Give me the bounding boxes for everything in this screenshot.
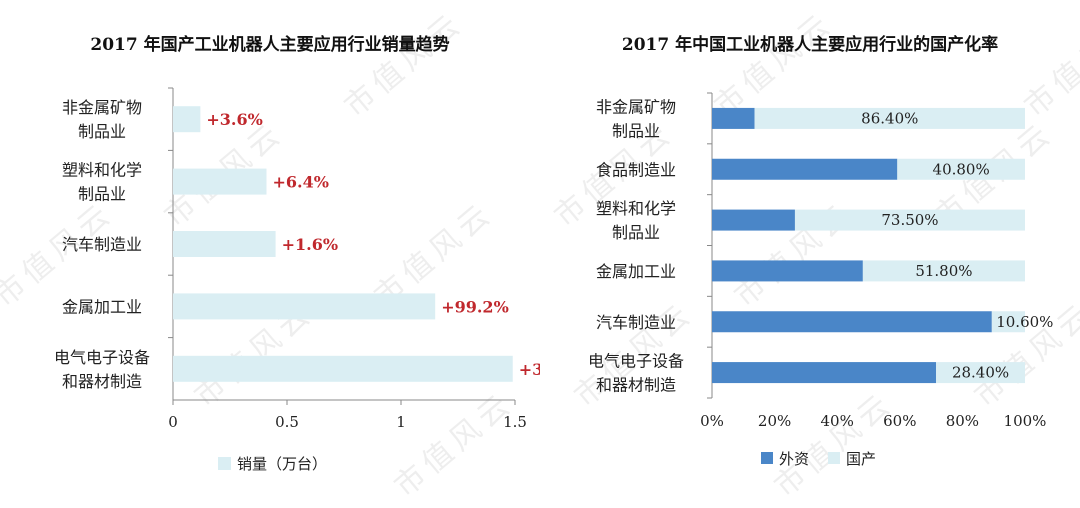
category-label: 电气电子设备 — [588, 352, 684, 371]
x-tick-label: 20% — [758, 412, 791, 430]
data-label: 28.40% — [952, 364, 1009, 382]
category-label: 制品业 — [612, 121, 660, 140]
chart-title: 2017 年中国工业机器人主要应用行业的国产化率 — [621, 35, 999, 55]
x-tick-label: 80% — [946, 412, 979, 430]
bar-domestic — [897, 158, 1025, 180]
growth-label: +6.4% — [272, 173, 328, 192]
data-label: 51.80% — [915, 262, 972, 280]
bar-domestic — [754, 107, 1025, 129]
category-label: 金属加工业 — [62, 297, 142, 316]
category-label: 食品制造业 — [596, 160, 676, 179]
bar — [173, 168, 267, 195]
bar-domestic — [936, 362, 1025, 384]
x-tick-label: 100% — [1004, 412, 1047, 430]
localization-rate-chart: 2017 年中国工业机器人主要应用行业的国产化率 0% 20% 40% 60% 80% 1… — [540, 0, 1080, 508]
x-tick-label: 0.5 — [275, 413, 299, 431]
category-label: 和器材制造 — [596, 376, 676, 395]
category-label: 制品业 — [612, 223, 660, 242]
legend-swatch-domestic — [828, 452, 840, 464]
category-label: 汽车制造业 — [596, 313, 676, 332]
x-tick-label: 1.5 — [503, 413, 527, 431]
sales-trend-chart: 2017 年国产工业机器人主要应用行业销量趋势 0 0.5 1 1.5 非金属矿物制品业… — [54, 35, 540, 473]
growth-label: +3.6% — [206, 110, 262, 129]
bar — [173, 293, 436, 320]
x-tick-label: 0 — [168, 413, 178, 431]
bar — [173, 355, 513, 382]
bar-foreign — [712, 209, 795, 231]
bar-foreign — [712, 158, 898, 180]
legend-label-foreign: 外资 — [779, 450, 809, 468]
category-label: 制品业 — [78, 122, 126, 141]
bar-domestic — [794, 209, 1025, 231]
growth-label: +1.6% — [282, 235, 338, 254]
data-label: 10.60% — [996, 313, 1053, 331]
category-label: 电气电子设备 — [54, 348, 150, 367]
category-label: 制品业 — [78, 185, 126, 204]
legend-label-domestic: 国产 — [846, 450, 876, 468]
x-tick-label: 60% — [883, 412, 916, 430]
bar-domestic — [862, 260, 1025, 282]
bar-foreign — [712, 311, 992, 333]
category-label: 汽车制造业 — [62, 235, 142, 254]
bar-domestic — [991, 311, 1025, 333]
legend-swatch-foreign — [761, 452, 773, 464]
x-tick-label: 1 — [396, 413, 406, 431]
legend-swatch — [218, 457, 231, 470]
legend-label: 销量（万台） — [237, 455, 327, 473]
x-tick-label: 40% — [821, 412, 854, 430]
category-label: 非金属矿物 — [62, 98, 142, 117]
category-label: 非金属矿物 — [596, 97, 676, 116]
bar — [173, 231, 276, 257]
data-label: 40.80% — [933, 160, 990, 178]
category-label: 塑料和化学 — [62, 161, 142, 180]
growth-label: +99.2% — [441, 297, 509, 316]
bar-foreign — [712, 107, 755, 129]
x-tick-label: 0% — [700, 412, 724, 430]
data-label: 86.40% — [861, 109, 918, 127]
growth-label: +31.6% — [519, 360, 540, 379]
category-label: 金属加工业 — [596, 262, 676, 281]
data-label: 73.50% — [881, 211, 938, 229]
category-label: 塑料和化学 — [596, 199, 676, 218]
bar-foreign — [712, 260, 863, 282]
category-label: 和器材制造 — [62, 372, 142, 391]
bar-foreign — [712, 362, 937, 384]
bar — [173, 106, 201, 133]
chart-title: 2017 年国产工业机器人主要应用行业销量趋势 — [90, 35, 450, 55]
